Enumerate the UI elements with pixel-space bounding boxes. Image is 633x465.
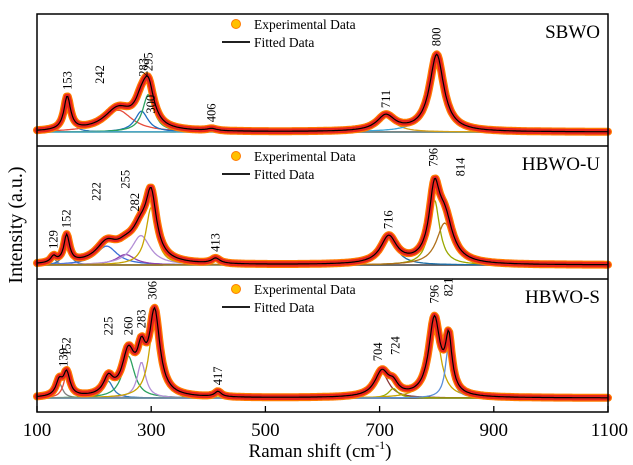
y-axis-label: Intensity (a.u.) xyxy=(5,166,27,283)
axes-group: 100 300 500 700 900 1100 xyxy=(23,13,628,441)
peak-label-300: 300 xyxy=(144,95,158,114)
peak-label-139: 139 xyxy=(56,348,70,367)
fitted-data-line xyxy=(36,177,608,266)
peak-label-255: 255 xyxy=(119,170,133,189)
plot-frame xyxy=(36,13,609,413)
x-tick-label-1100: 1100 xyxy=(591,420,628,441)
peak-label-129: 129 xyxy=(47,230,61,249)
x-tick-label-100: 100 xyxy=(23,420,52,441)
peak-label-260: 260 xyxy=(121,317,135,336)
x-tick-label-700: 700 xyxy=(365,420,394,441)
component-peak-814 xyxy=(37,222,608,266)
peak-label-153: 153 xyxy=(60,71,74,90)
experimental-data-line xyxy=(34,175,611,268)
peak-label-225: 225 xyxy=(101,317,115,336)
peak-label-282: 282 xyxy=(128,193,142,212)
panel-title-sbwo: SBWO xyxy=(545,22,600,43)
peak-label-152: 152 xyxy=(60,337,74,356)
peak-label-800: 800 xyxy=(430,28,444,47)
panel-title-hbwo-u: HBWO-U xyxy=(522,154,600,175)
panel-hbwo-u: 129 152 222 255 282 300 413 716 796 814 Experiment… xyxy=(33,95,612,269)
legend-experimental-marker xyxy=(231,284,241,294)
fitted-data-line xyxy=(36,53,608,133)
peak-label-306: 306 xyxy=(146,281,160,300)
peak-label-821: 821 xyxy=(442,278,456,297)
legend-fitted-label: Fitted Data xyxy=(254,35,314,50)
x-tick-label-300: 300 xyxy=(137,420,166,441)
panel-title-hbwo-s: HBWO-S xyxy=(525,287,600,308)
component-peak-800 xyxy=(37,53,608,133)
peak-label-796: 796 xyxy=(427,285,441,304)
peak-label-152: 152 xyxy=(60,209,74,228)
legend-experimental-label: Experimental Data xyxy=(254,17,356,32)
legend-experimental-marker xyxy=(231,19,241,29)
component-peak-295 xyxy=(37,94,608,133)
peak-label-796: 796 xyxy=(426,148,440,167)
x-tick-label-900: 900 xyxy=(480,420,509,441)
legend-experimental-label: Experimental Data xyxy=(254,149,356,164)
peak-label-814: 814 xyxy=(454,157,468,177)
peak-label-716: 716 xyxy=(382,210,396,229)
peak-label-724: 724 xyxy=(388,336,402,356)
experimental-data-line xyxy=(34,51,611,135)
legend-fitted-label: Fitted Data xyxy=(254,167,314,182)
peak-label-283: 283 xyxy=(135,309,149,328)
legend: Experimental Data Fitted Data xyxy=(222,282,356,315)
legend-experimental-marker xyxy=(231,151,241,161)
legend: Experimental Data Fitted Data xyxy=(222,149,356,182)
x-axis-label: Raman shift (cm-1) xyxy=(249,438,392,462)
peak-label-417: 417 xyxy=(211,367,225,386)
legend-experimental-label: Experimental Data xyxy=(254,282,356,297)
peak-label-295: 295 xyxy=(141,52,155,71)
legend-fitted-label: Fitted Data xyxy=(254,300,314,315)
peak-label-711: 711 xyxy=(379,90,393,108)
peak-label-222: 222 xyxy=(90,182,104,201)
experimental-edge-line xyxy=(33,50,612,136)
x-tick-label-500: 500 xyxy=(251,420,280,441)
legend: Experimental Data Fitted Data xyxy=(222,17,356,50)
peak-label-242: 242 xyxy=(93,65,107,84)
peak-label-704: 704 xyxy=(371,342,385,362)
peak-label-413: 413 xyxy=(209,233,223,252)
experimental-edge-line xyxy=(33,174,612,269)
fitted-data-line xyxy=(36,306,608,399)
peak-label-283: 283 xyxy=(137,58,151,77)
peak-label-406: 406 xyxy=(205,104,219,123)
